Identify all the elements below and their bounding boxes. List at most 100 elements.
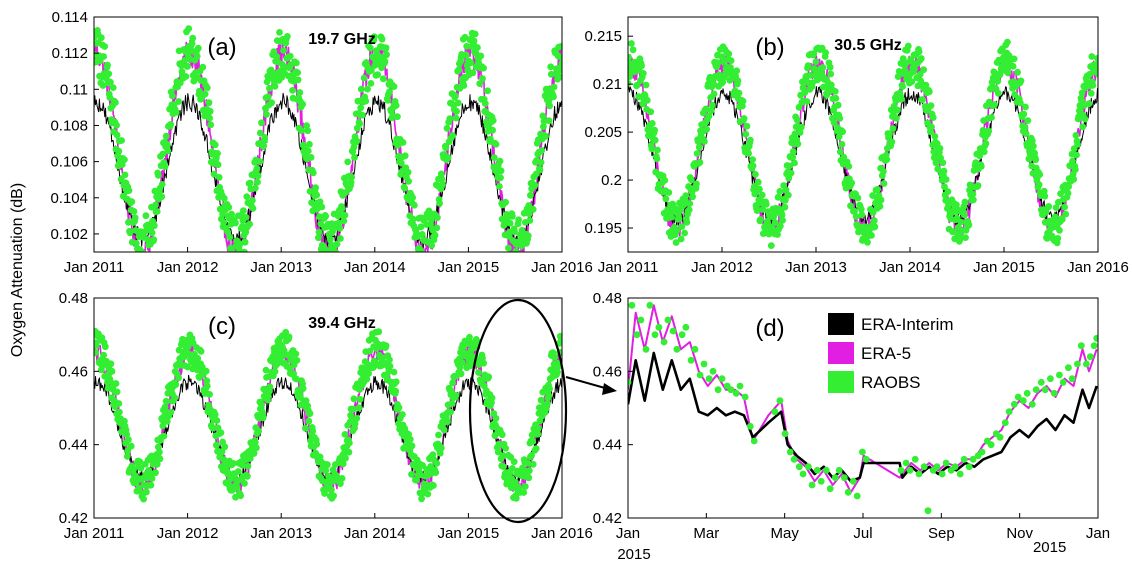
raobs-point	[229, 460, 237, 467]
raobs-point	[448, 388, 455, 395]
raobs-point	[1074, 360, 1081, 368]
raobs-point	[705, 112, 713, 120]
raobs-point	[121, 417, 128, 425]
raobs-point	[933, 463, 941, 471]
raobs-point	[936, 145, 944, 152]
raobs-point	[220, 219, 228, 226]
raobs-point	[250, 449, 258, 457]
raobs-point	[502, 444, 509, 452]
raobs-point	[440, 426, 448, 434]
raobs-point	[153, 208, 161, 215]
raobs-point	[211, 141, 219, 149]
raobs-point	[251, 184, 259, 192]
x-tick-label: Jan 2015	[438, 259, 500, 276]
raobs-point	[1045, 203, 1053, 210]
raobs-point	[953, 201, 960, 209]
raobs-point	[432, 469, 440, 476]
raobs-point	[1010, 400, 1018, 408]
raobs-point	[1056, 371, 1063, 379]
raobs-point	[418, 231, 426, 238]
frequency-label: 30.5 GHz	[834, 37, 902, 54]
raobs-point	[479, 75, 486, 82]
zoom-arrow-head	[602, 383, 617, 395]
raobs-point	[804, 62, 812, 70]
raobs-point	[1094, 55, 1098, 62]
raobs-point	[242, 214, 250, 221]
raobs-point	[1028, 137, 1036, 145]
raobs-point	[1065, 364, 1072, 372]
raobs-point	[224, 469, 232, 477]
raobs-point	[529, 206, 537, 213]
raobs-point	[364, 85, 371, 93]
raobs-point	[682, 192, 690, 200]
raobs-point	[207, 121, 215, 129]
x-tick-label: May	[770, 525, 799, 542]
raobs-point	[335, 219, 343, 227]
raobs-point	[871, 223, 879, 231]
y-tick-label: 0.46	[59, 363, 88, 380]
legend-label: RAOBS	[861, 373, 921, 392]
raobs-point	[124, 436, 132, 444]
raobs-point	[827, 70, 835, 78]
raobs-point	[743, 122, 751, 130]
raobs-point	[382, 44, 390, 52]
raobs-point	[193, 53, 201, 60]
raobs-point	[418, 248, 425, 252]
raobs-point	[142, 212, 150, 220]
raobs-point	[638, 62, 645, 70]
raobs-point	[651, 126, 658, 134]
raobs-point	[1056, 227, 1063, 234]
raobs-point	[512, 494, 520, 502]
raobs-point	[241, 248, 248, 252]
raobs-point	[786, 162, 793, 170]
raobs-point	[830, 119, 838, 126]
raobs-point	[232, 219, 239, 227]
raobs-point	[646, 301, 654, 309]
raobs-point	[758, 191, 766, 199]
raobs-point	[351, 154, 358, 161]
raobs-point	[299, 100, 306, 108]
plot-area	[628, 301, 1098, 515]
raobs-point	[628, 378, 632, 386]
raobs-point	[442, 144, 450, 152]
raobs-point	[452, 114, 460, 122]
raobs-point	[258, 401, 265, 408]
x-tick-label: Jan 2016	[531, 259, 593, 276]
raobs-point	[554, 368, 561, 376]
raobs-point	[481, 100, 489, 107]
axes-frame	[93, 297, 563, 519]
raobs-point	[1017, 77, 1025, 85]
raobs-point	[1035, 181, 1043, 189]
raobs-point	[633, 331, 641, 339]
raobs-point	[399, 139, 407, 146]
raobs-point	[556, 73, 562, 81]
raobs-point	[1074, 141, 1081, 148]
y-tick-label: 0.205	[584, 124, 622, 141]
raobs-point	[244, 472, 251, 480]
raobs-point	[1022, 130, 1030, 138]
raobs-point	[550, 93, 557, 101]
raobs-point	[779, 216, 786, 224]
raobs-point	[471, 30, 479, 38]
raobs-point	[654, 146, 661, 154]
raobs-point	[754, 178, 762, 186]
raobs-point	[949, 228, 956, 236]
raobs-point	[978, 448, 986, 456]
raobs-point	[628, 40, 635, 47]
raobs-point	[970, 196, 977, 204]
y-tick-label: 0.42	[59, 510, 88, 527]
raobs-point	[316, 198, 324, 206]
raobs-point	[449, 379, 456, 387]
raobs-point	[525, 474, 533, 482]
raobs-point	[130, 208, 138, 215]
raobs-point	[858, 211, 866, 219]
raobs-point	[381, 58, 389, 65]
raobs-point	[545, 117, 553, 125]
raobs-point	[538, 147, 546, 154]
raobs-point	[1014, 393, 1022, 401]
raobs-point	[1040, 187, 1048, 195]
raobs-point	[974, 182, 982, 189]
raobs-point	[516, 257, 523, 264]
axes-frame	[93, 16, 563, 253]
raobs-point	[505, 244, 512, 252]
